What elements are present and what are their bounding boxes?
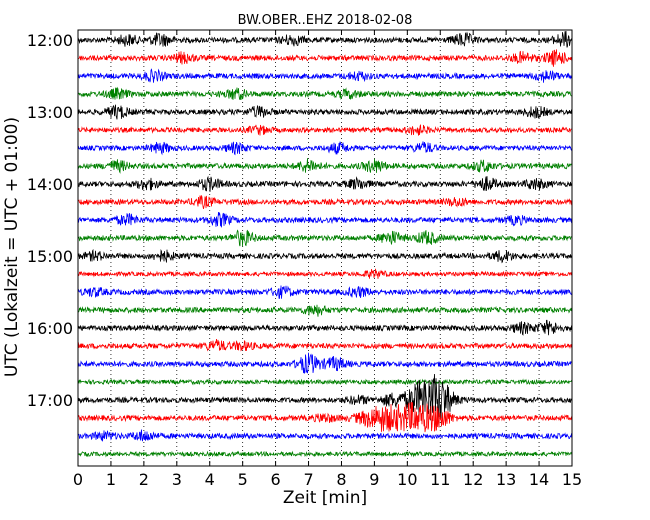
trace-1730 bbox=[77, 429, 573, 442]
x-axis-label: Zeit [min] bbox=[283, 488, 367, 508]
x-tick-label-13: 13 bbox=[496, 470, 516, 489]
trace-1245 bbox=[77, 86, 573, 101]
trace-1330 bbox=[77, 141, 573, 156]
y-axis-label: UTC (Lokalzeit = UTC + 01:00) bbox=[2, 117, 22, 377]
x-tick-label-3: 3 bbox=[172, 470, 182, 489]
trace-1700 bbox=[77, 373, 573, 421]
trace-1515 bbox=[77, 268, 573, 279]
axis-ticks: 0 1 2 3 4 5 6 7 8 9 10 11 12 13 14 1512:0013:0014:0015:… bbox=[27, 30, 582, 489]
y-tick-label-1200: 12:00 bbox=[27, 31, 73, 50]
x-tick-label-9: 9 bbox=[369, 470, 379, 489]
trace-1745 bbox=[77, 450, 573, 458]
trace-1415 bbox=[77, 195, 573, 209]
x-tick-label-12: 12 bbox=[463, 470, 483, 489]
trace-1200 bbox=[77, 30, 573, 48]
x-tick-label-10: 10 bbox=[397, 470, 417, 489]
x-tick-label-7: 7 bbox=[303, 470, 313, 489]
x-tick-label-6: 6 bbox=[271, 470, 281, 489]
y-tick-label-1700: 17:00 bbox=[27, 391, 73, 410]
x-tick-label-4: 4 bbox=[205, 470, 215, 489]
trace-1500 bbox=[77, 248, 573, 264]
trace-1615 bbox=[77, 339, 573, 352]
trace-1430 bbox=[77, 211, 573, 228]
trace-1300 bbox=[77, 104, 573, 120]
trace-1715 bbox=[77, 401, 573, 433]
trace-1230 bbox=[77, 68, 573, 83]
x-tick-label-1: 1 bbox=[106, 470, 116, 489]
vertical-grid bbox=[110, 30, 540, 466]
chart-title: BW.OBER..EHZ 2018-02-08 bbox=[238, 13, 413, 28]
y-tick-label-1300: 13:00 bbox=[27, 103, 73, 122]
x-tick-label-14: 14 bbox=[529, 470, 549, 489]
trace-1630 bbox=[77, 352, 573, 374]
trace-1600 bbox=[77, 319, 573, 336]
x-tick-label-8: 8 bbox=[336, 470, 346, 489]
x-tick-label-2: 2 bbox=[139, 470, 149, 489]
trace-1215 bbox=[77, 49, 573, 67]
x-tick-label-0: 0 bbox=[73, 470, 83, 489]
trace-1530 bbox=[77, 285, 573, 299]
plot-frame bbox=[77, 29, 573, 467]
seismic-traces bbox=[77, 30, 573, 458]
x-tick-label-5: 5 bbox=[238, 470, 248, 489]
trace-1315 bbox=[77, 124, 573, 136]
y-tick-label-1400: 14:00 bbox=[27, 175, 73, 194]
trace-1345 bbox=[77, 158, 573, 174]
trace-1645 bbox=[77, 378, 573, 386]
y-tick-label-1500: 15:00 bbox=[27, 247, 73, 266]
trace-1545 bbox=[78, 304, 573, 317]
x-tick-label-15: 15 bbox=[562, 470, 582, 489]
y-tick-label-1600: 16:00 bbox=[27, 319, 73, 338]
trace-1445 bbox=[77, 229, 573, 247]
trace-1400 bbox=[77, 175, 573, 192]
x-tick-label-11: 11 bbox=[430, 470, 450, 489]
